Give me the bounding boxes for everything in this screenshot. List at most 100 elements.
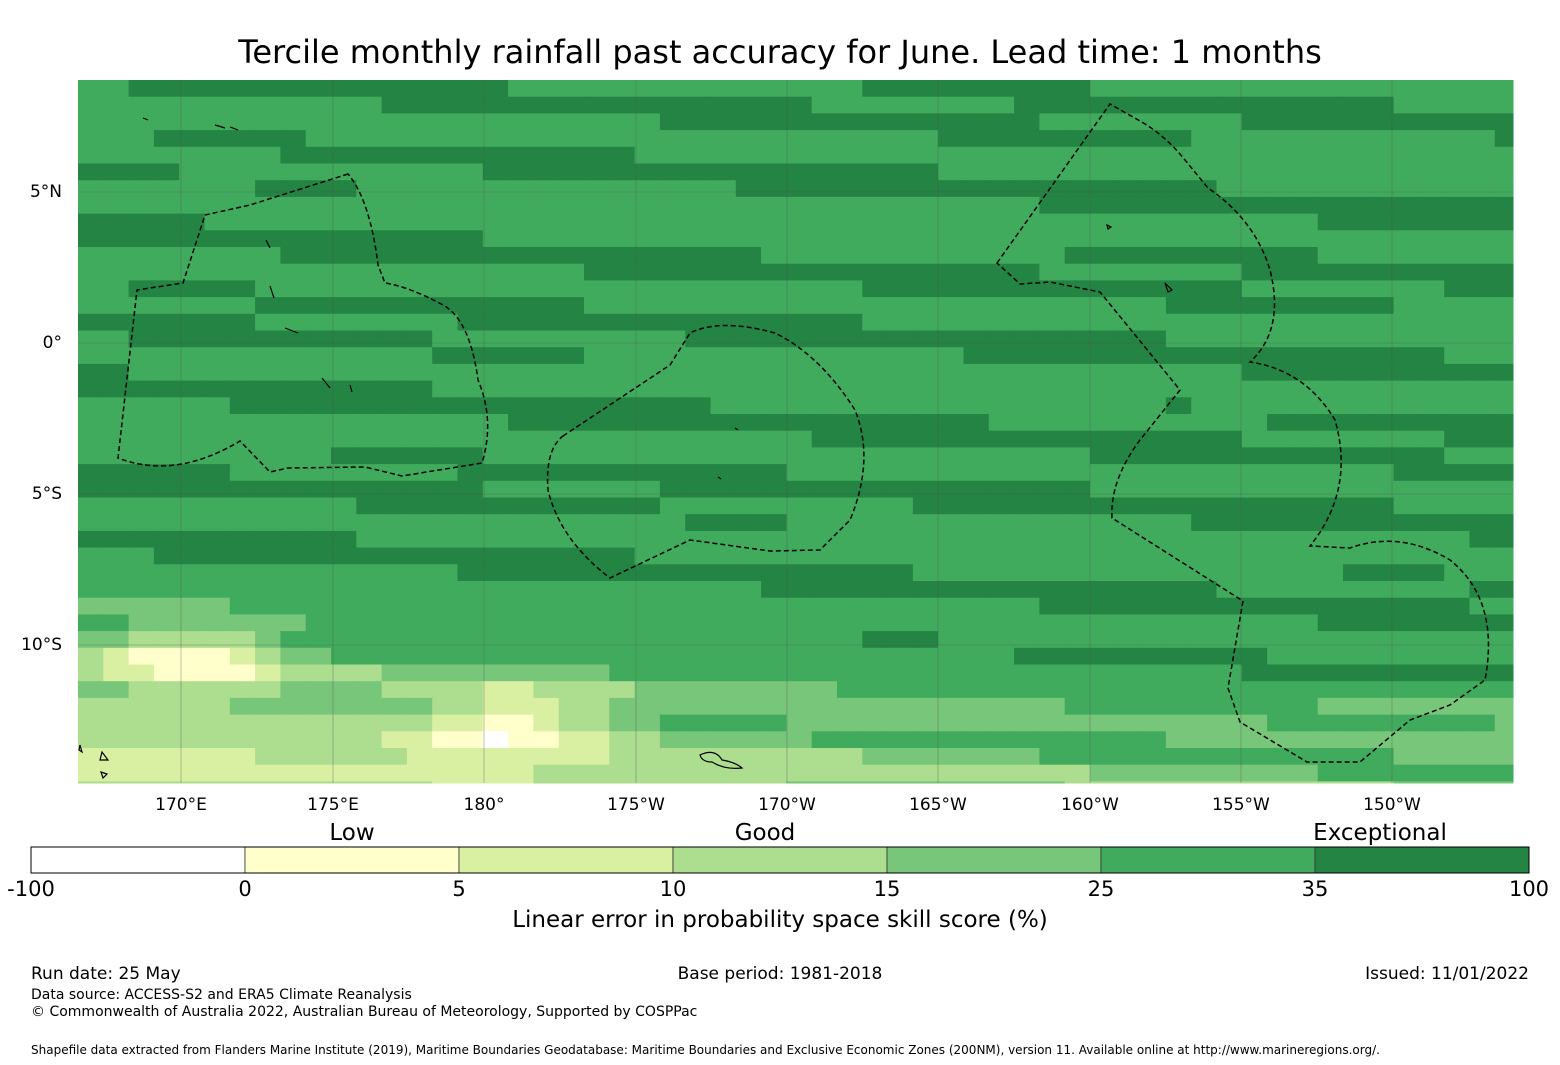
colorbar-tick-label: 0 — [238, 877, 252, 901]
grid-cell — [179, 96, 205, 114]
grid-cell — [153, 414, 180, 432]
grid-cell — [1393, 96, 1420, 114]
grid-cell — [735, 664, 762, 682]
grid-cell — [1343, 380, 1369, 398]
grid-cell — [1241, 530, 1268, 549]
grid-cell — [1494, 614, 1514, 632]
grid-cell — [1064, 363, 1091, 382]
colorbar-tick-label: 15 — [873, 877, 901, 901]
grid-cell — [1241, 380, 1268, 398]
grid-cell — [735, 614, 762, 632]
grid-cell — [457, 113, 484, 131]
grid-cell — [432, 430, 458, 448]
grid-cell — [1267, 697, 1293, 716]
grid-cell — [1368, 230, 1395, 248]
grid-cell — [887, 146, 914, 164]
grid-cell — [78, 414, 104, 432]
grid-cell — [1241, 714, 1268, 732]
grid-cell — [685, 631, 711, 649]
grid-cell — [1191, 447, 1217, 465]
grid-cell — [735, 297, 762, 315]
grid-cell — [103, 514, 130, 532]
grid-cell — [609, 564, 636, 582]
grid-cell — [963, 146, 990, 164]
shapefile-credit: Shapefile data extracted from Flanders M… — [31, 1043, 1380, 1057]
grid-cell — [1191, 330, 1217, 348]
grid-cell — [229, 547, 256, 565]
grid-cell — [1469, 297, 1496, 315]
grid-cell — [508, 464, 534, 482]
grid-cell — [533, 80, 560, 98]
grid-cell — [1090, 547, 1116, 565]
grid-cell — [1267, 163, 1293, 181]
grid-cell — [1115, 497, 1142, 515]
grid-cell — [255, 681, 281, 699]
grid-cell — [1216, 96, 1243, 114]
grid-cell — [862, 581, 889, 599]
grid-cell — [735, 480, 762, 498]
grid-cell — [153, 163, 180, 181]
grid-cell — [1494, 581, 1514, 599]
grid-cell — [862, 547, 889, 565]
grid-cell — [457, 263, 484, 281]
grid-cell — [634, 397, 661, 415]
grid-cell — [609, 313, 636, 331]
grid-cell — [381, 213, 408, 231]
grid-cell — [837, 263, 863, 281]
grid-cell — [609, 113, 636, 131]
grid-cell — [1418, 196, 1445, 215]
grid-cell — [305, 714, 332, 732]
grid-cell — [280, 363, 307, 382]
grid-cell — [938, 748, 964, 766]
grid-cell — [558, 714, 585, 732]
grid-cell — [786, 697, 813, 716]
grid-cell — [1494, 130, 1514, 148]
grid-cell — [710, 113, 737, 131]
grid-cell — [229, 146, 256, 164]
grid-cell — [1064, 113, 1091, 131]
grid-cell — [887, 514, 914, 532]
grid-cell — [659, 681, 686, 699]
grid-cell — [1216, 581, 1243, 599]
grid-cell — [1191, 297, 1217, 315]
grid-cell — [103, 213, 130, 231]
grid-cell — [457, 464, 484, 482]
grid-cell — [887, 497, 914, 515]
grid-cell — [103, 330, 130, 348]
grid-cell — [255, 430, 281, 448]
grid-cell — [912, 347, 939, 365]
grid-cell — [1014, 547, 1040, 565]
grid-cell — [1165, 530, 1192, 549]
grid-cell — [963, 380, 990, 398]
grid-cell — [103, 363, 130, 382]
grid-cell — [862, 297, 889, 315]
grid-cell — [685, 764, 711, 782]
grid-cell — [685, 113, 711, 131]
grid-cell — [406, 447, 433, 465]
grid-cell — [761, 347, 787, 365]
grid-cell — [229, 280, 256, 298]
grid-cell — [1469, 96, 1496, 114]
grid-cell — [634, 230, 661, 248]
grid-cell — [938, 714, 964, 732]
grid-cell — [862, 714, 889, 732]
grid-cell — [78, 731, 104, 749]
grid-cell — [1241, 347, 1268, 365]
grid-cell — [912, 530, 939, 549]
grid-cell — [1267, 597, 1293, 615]
grid-cell — [1216, 547, 1243, 565]
grid-cell — [1064, 146, 1091, 164]
grid-cell — [103, 80, 130, 98]
grid-cell — [912, 163, 939, 181]
grid-cell — [761, 697, 787, 716]
grid-cell — [1444, 96, 1470, 114]
grid-cell — [1317, 647, 1344, 665]
grid-cell — [381, 514, 408, 532]
grid-cell — [1216, 414, 1243, 432]
grid-cell — [1191, 280, 1217, 298]
grid-cell — [912, 614, 939, 632]
grid-cell — [482, 280, 509, 298]
grid-cell — [103, 681, 130, 699]
grid-cell — [78, 647, 104, 665]
grid-cell — [280, 664, 307, 682]
